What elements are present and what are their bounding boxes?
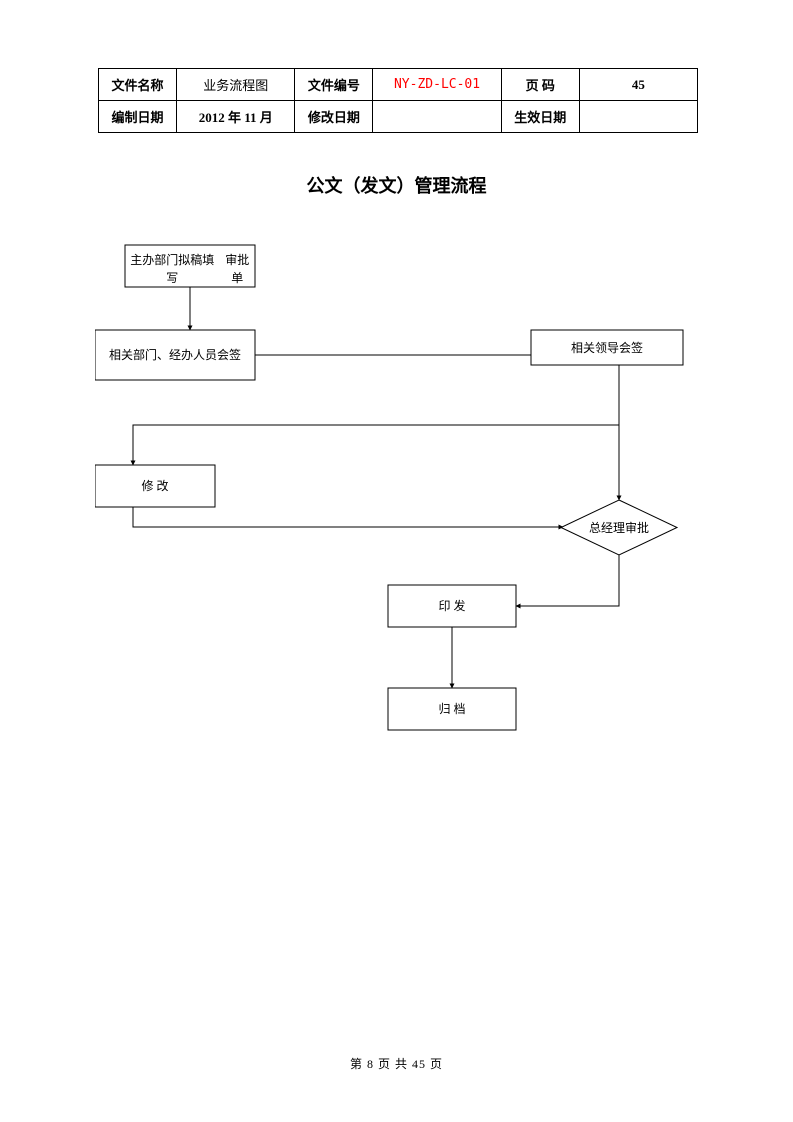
value-page: 45 <box>579 69 697 101</box>
label-page: 页 码 <box>501 69 579 101</box>
flow-node-archive: 归 档 <box>388 688 516 730</box>
page-footer: 第 8 页 共 45 页 <box>0 1055 793 1072</box>
flow-node-approve: 总经理审批 <box>561 500 677 555</box>
flow-node-issue: 印 发 <box>388 585 516 627</box>
label-doc-code: 文件编号 <box>295 69 373 101</box>
header-table: 文件名称 业务流程图 文件编号 NY-ZD-LC-01 页 码 45 编制日期 … <box>98 68 698 133</box>
flow-node-leader: 相关领导会签 <box>531 330 683 365</box>
flow-node-start: 主办部门拟稿填写审批单 <box>125 245 255 287</box>
value-compile-date: 2012 年 11 月 <box>177 101 295 133</box>
value-doc-code: NY-ZD-LC-01 <box>373 69 501 101</box>
label-modify-date: 修改日期 <box>295 101 373 133</box>
page-title: 公文（发文）管理流程 <box>0 172 793 198</box>
value-modify-date <box>373 101 501 133</box>
value-effective-date <box>579 101 697 133</box>
flow-node-modify: 修 改 <box>95 465 215 507</box>
flowchart-container: 主办部门拟稿填写审批单相关部门、经办人员会签 相关领导会签修 改总经理审批印 发归… <box>95 230 695 830</box>
label-doc-name: 文件名称 <box>99 69 177 101</box>
value-doc-name: 业务流程图 <box>177 69 295 101</box>
label-compile-date: 编制日期 <box>99 101 177 133</box>
flow-node-cosign: 相关部门、经办人员会签 <box>95 330 255 380</box>
label-effective-date: 生效日期 <box>501 101 579 133</box>
